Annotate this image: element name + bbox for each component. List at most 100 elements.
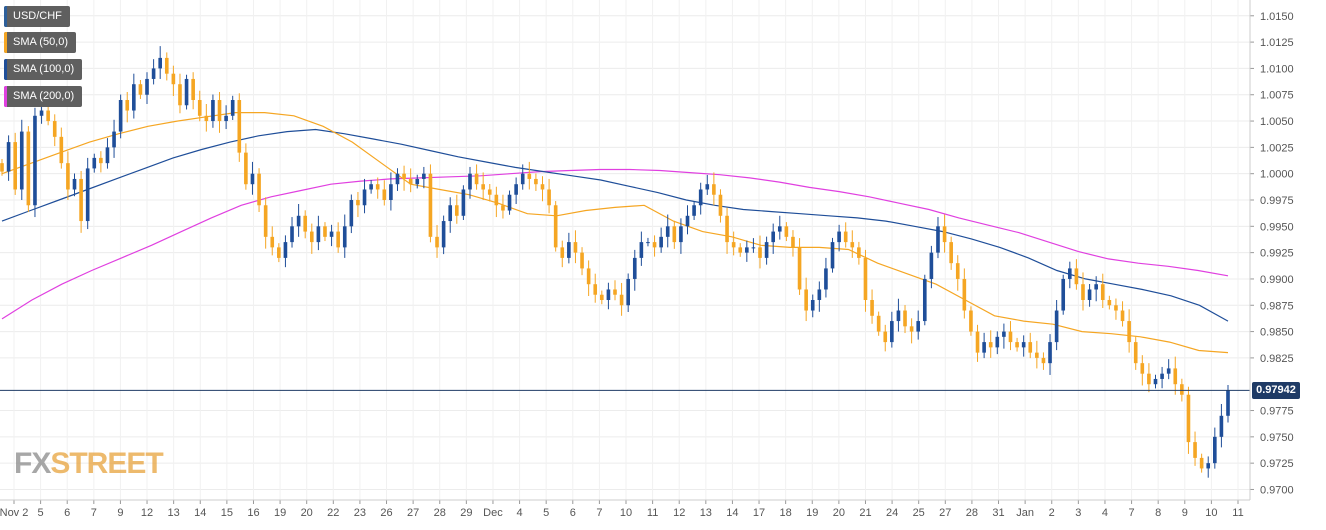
candle-up	[395, 168, 400, 191]
candle-up	[329, 224, 334, 247]
candle-down	[1186, 386, 1191, 454]
candle-down	[244, 143, 248, 190]
legend-item-symbol[interactable]: USD/CHF	[4, 6, 70, 27]
candle-up	[995, 331, 1000, 355]
candle-up	[92, 153, 97, 173]
x-tick-label: 22	[327, 507, 339, 519]
legend-item-sma-100[interactable]: SMA (100,0)	[4, 59, 83, 80]
candle-up	[764, 236, 769, 265]
x-tick-label: 10	[1205, 507, 1217, 519]
x-tick-label: 16	[247, 507, 259, 519]
candle-up	[1087, 284, 1092, 307]
x-tick-label: 28	[434, 507, 446, 519]
candle-up	[751, 238, 756, 253]
candle-up	[224, 105, 228, 130]
candle-up	[461, 185, 466, 220]
x-tick-label: 13	[700, 507, 712, 519]
candle-down	[237, 93, 242, 162]
candle-up	[514, 177, 518, 204]
x-tick-label: 25	[913, 507, 925, 519]
y-tick-label: 0.9775	[1260, 406, 1294, 418]
candle-down	[309, 223, 314, 254]
candle-up	[145, 72, 149, 104]
candle-up	[1002, 323, 1006, 349]
candle-down	[164, 52, 169, 81]
candle-up	[151, 59, 156, 85]
x-tick-label: 13	[168, 507, 180, 519]
legend-item-sma-200[interactable]: SMA (200,0)	[4, 86, 83, 107]
candle-up	[692, 201, 696, 220]
candle-down	[494, 186, 499, 218]
candle-up	[1166, 359, 1171, 380]
candle-up	[72, 173, 77, 197]
x-tick-label: 12	[141, 507, 153, 519]
candle-down	[1015, 337, 1019, 352]
x-tick-label: 9	[1182, 507, 1188, 519]
candle-down	[712, 172, 716, 206]
candle-up	[1067, 261, 1072, 289]
x-tick-label: 15	[221, 507, 233, 519]
candle-down	[534, 173, 538, 191]
candle-down	[428, 164, 433, 243]
legend-label-sma-100: SMA (100,0)	[13, 63, 75, 75]
candle-down	[1107, 295, 1112, 310]
candle-up	[1226, 385, 1230, 423]
legend-label-symbol: USD/CHF	[13, 10, 62, 22]
candle-down	[949, 236, 953, 270]
candle-up	[349, 194, 354, 234]
candle-up	[33, 107, 37, 218]
candle-down	[408, 168, 413, 193]
candle-down	[0, 158, 4, 176]
candle-up	[1206, 456, 1211, 478]
candle-up	[118, 94, 123, 139]
candle-up	[982, 332, 986, 359]
candle-down	[863, 249, 868, 312]
candle-down	[257, 168, 261, 212]
candle-down	[876, 311, 881, 336]
candle-down	[672, 220, 677, 249]
candle-down	[46, 106, 50, 126]
x-tick-label: 7	[91, 507, 97, 519]
candle-up	[1219, 404, 1224, 448]
candle-down	[1173, 356, 1178, 395]
x-tick-label: Jan	[1016, 507, 1034, 519]
candle-down	[527, 161, 532, 190]
sma-200-line	[1, 168, 1229, 320]
legend-label-sma-50: SMA (50,0)	[13, 36, 69, 48]
candle-up	[230, 95, 235, 120]
x-tick-label: Nov 2	[0, 507, 28, 519]
legend-swatch-sma-100	[4, 59, 7, 80]
x-tick-label: 7	[596, 507, 602, 519]
x-tick-label: 6	[570, 507, 576, 519]
legend-item-sma-50[interactable]: SMA (50,0)	[4, 32, 77, 53]
x-tick-label: 3	[1075, 507, 1081, 519]
candle-up	[665, 214, 670, 248]
candle-down	[955, 255, 960, 291]
candle-down	[725, 207, 729, 254]
x-tick-label: 8	[1155, 507, 1161, 519]
candle-up	[6, 135, 11, 181]
y-tick-label: 1.0125	[1260, 37, 1294, 49]
candle-down	[197, 90, 202, 122]
candle-up	[1048, 334, 1052, 375]
candle-up	[369, 180, 373, 194]
legend-label-sma-200: SMA (200,0)	[13, 90, 75, 102]
candle-down	[586, 260, 591, 296]
candle-down	[1100, 273, 1105, 308]
candle-down	[435, 225, 439, 258]
candle-down	[1127, 309, 1131, 353]
candle-up	[639, 231, 644, 266]
x-tick-label: 27	[407, 507, 419, 519]
candle-down	[13, 132, 17, 195]
candle-down	[59, 127, 64, 169]
candle-up	[771, 223, 776, 254]
candle-up	[705, 174, 710, 195]
candle-down	[263, 197, 268, 249]
x-tick-label: Dec	[483, 507, 503, 519]
candle-down	[1041, 352, 1046, 370]
x-tick-label: 28	[966, 507, 978, 519]
candle-down	[560, 240, 565, 268]
candle-up	[1021, 335, 1026, 357]
x-tick-label: 20	[833, 507, 845, 519]
